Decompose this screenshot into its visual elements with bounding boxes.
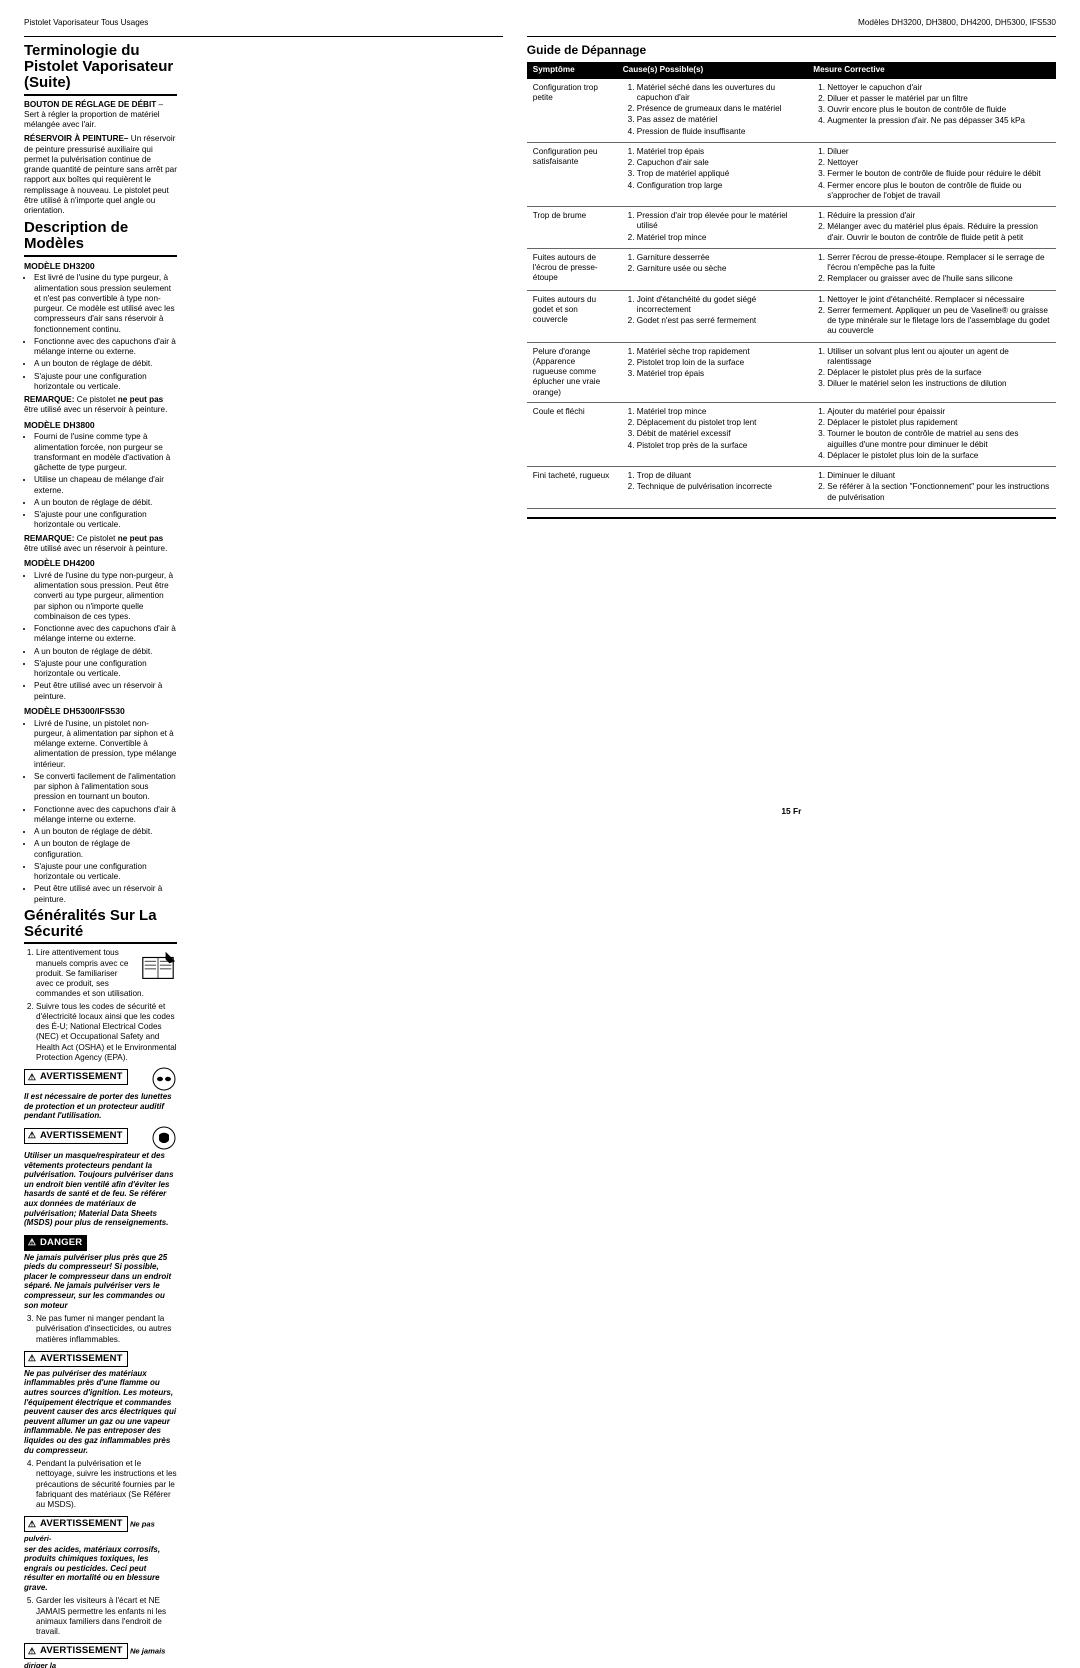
goggles-icon bbox=[151, 1066, 177, 1092]
table-row: Fuites autours du godet et son couvercle… bbox=[527, 290, 1056, 342]
th-symptom: Symptôme bbox=[527, 62, 617, 78]
h-securite: Généralités Sur La Sécurité bbox=[24, 908, 177, 940]
header-rule bbox=[24, 36, 503, 37]
warn-2: ⚠AVERTISSEMENT bbox=[24, 1128, 128, 1144]
th-cause: Cause(s) Possible(s) bbox=[617, 62, 808, 78]
rule bbox=[24, 94, 177, 96]
guide-title: Guide de Dépannage bbox=[527, 43, 1056, 58]
warn-3c: ⚠AVERTISSEMENT bbox=[24, 1643, 128, 1659]
warning-icon: ⚠ bbox=[27, 1131, 37, 1141]
table-row: Pelure d'orange (Apparence rugueuse comm… bbox=[527, 342, 1056, 402]
warn-3a: ⚠AVERTISSEMENT bbox=[24, 1351, 128, 1367]
m1-remark: REMARQUE: Ce pistolet ne peut pas être u… bbox=[24, 395, 177, 416]
model-4200: MODÈLE DH4200 bbox=[24, 558, 177, 569]
m3-list: Livré de l'usine du type non-purgeur, à … bbox=[24, 571, 177, 702]
warn-1: ⚠AVERTISSEMENT bbox=[24, 1069, 128, 1085]
table-row: Coule et fléchiMatériel trop minceDéplac… bbox=[527, 402, 1056, 466]
warning-icon: ⚠ bbox=[27, 1238, 37, 1248]
gen-ol-3: Ne pas fumer ni manger pendant la pulvér… bbox=[24, 1314, 177, 1345]
table-row: Fuites autours de l'écrou de presse-étou… bbox=[527, 248, 1056, 290]
page-num-right: 15 Fr bbox=[527, 806, 1056, 817]
troubleshoot-table: Symptôme Cause(s) Possible(s) Mesure Cor… bbox=[527, 62, 1056, 509]
debit: BOUTON DE RÉGLAGE DE DÉBIT – Sert à régl… bbox=[24, 100, 177, 131]
model-3800: MODÈLE DH3800 bbox=[24, 420, 177, 431]
m4-list: Livré de l'usine, un pistolet non-purgeu… bbox=[24, 719, 177, 905]
danger-box: ⚠DANGER bbox=[24, 1235, 87, 1251]
page-right: Modèles DH3200, DH3800, DH4200, DH5300, … bbox=[527, 18, 1056, 816]
header-right: Modèles DH3200, DH3800, DH4200, DH5300, … bbox=[527, 18, 1056, 28]
h-terminologie: Terminologie du Pistolet Vaporisateur (S… bbox=[24, 43, 177, 90]
read-manual-icon bbox=[139, 948, 177, 986]
warn2-txt: Utiliser un masque/respirateur et des vê… bbox=[24, 1151, 177, 1228]
m2-list: Fourni de l'usine comme type à alimentat… bbox=[24, 432, 177, 530]
model-3200: MODÈLE DH3200 bbox=[24, 261, 177, 272]
table-row: Configuration peu satisfaisanteMatériel … bbox=[527, 142, 1056, 206]
warning-icon: ⚠ bbox=[27, 1072, 37, 1082]
page-left: Pistolet Vaporisateur Tous Usages Termin… bbox=[24, 18, 503, 816]
h-description: Description de Modèles bbox=[24, 220, 177, 252]
table-row: Trop de brumePression d'air trop élevée … bbox=[527, 207, 1056, 249]
warning-icon: ⚠ bbox=[27, 1519, 37, 1529]
m2-remark: REMARQUE: Ce pistolet ne peut pas être u… bbox=[24, 534, 177, 555]
model-5300: MODÈLE DH5300/IFS530 bbox=[24, 706, 177, 717]
danger-txt: Ne jamais pulvériser plus près que 25 pi… bbox=[24, 1253, 177, 1311]
m1-list: Est livré de l'usine du type purgeur, à … bbox=[24, 273, 177, 392]
respirator-icon bbox=[151, 1125, 177, 1151]
header-left: Pistolet Vaporisateur Tous Usages bbox=[24, 18, 503, 28]
warn3a-txt: Ne pas pulvériser des matériaux inflamma… bbox=[24, 1369, 177, 1455]
warning-icon: ⚠ bbox=[27, 1646, 37, 1656]
table-row: Fini tacheté, rugueuxTrop de diluantTech… bbox=[527, 467, 1056, 509]
warn1-txt: Il est nécessaire de porter des lunettes… bbox=[24, 1092, 177, 1121]
warn-3b: ⚠AVERTISSEMENT bbox=[24, 1516, 128, 1532]
table-row: Configuration trop petiteMatériel séché … bbox=[527, 79, 1056, 143]
th-fix: Mesure Corrective bbox=[807, 62, 1056, 78]
warning-icon: ⚠ bbox=[27, 1354, 37, 1364]
reservoir: RÉSERVOIR À PEINTURE– Un réservoir de pe… bbox=[24, 134, 177, 216]
left-columns: Terminologie du Pistolet Vaporisateur (S… bbox=[24, 43, 503, 1668]
